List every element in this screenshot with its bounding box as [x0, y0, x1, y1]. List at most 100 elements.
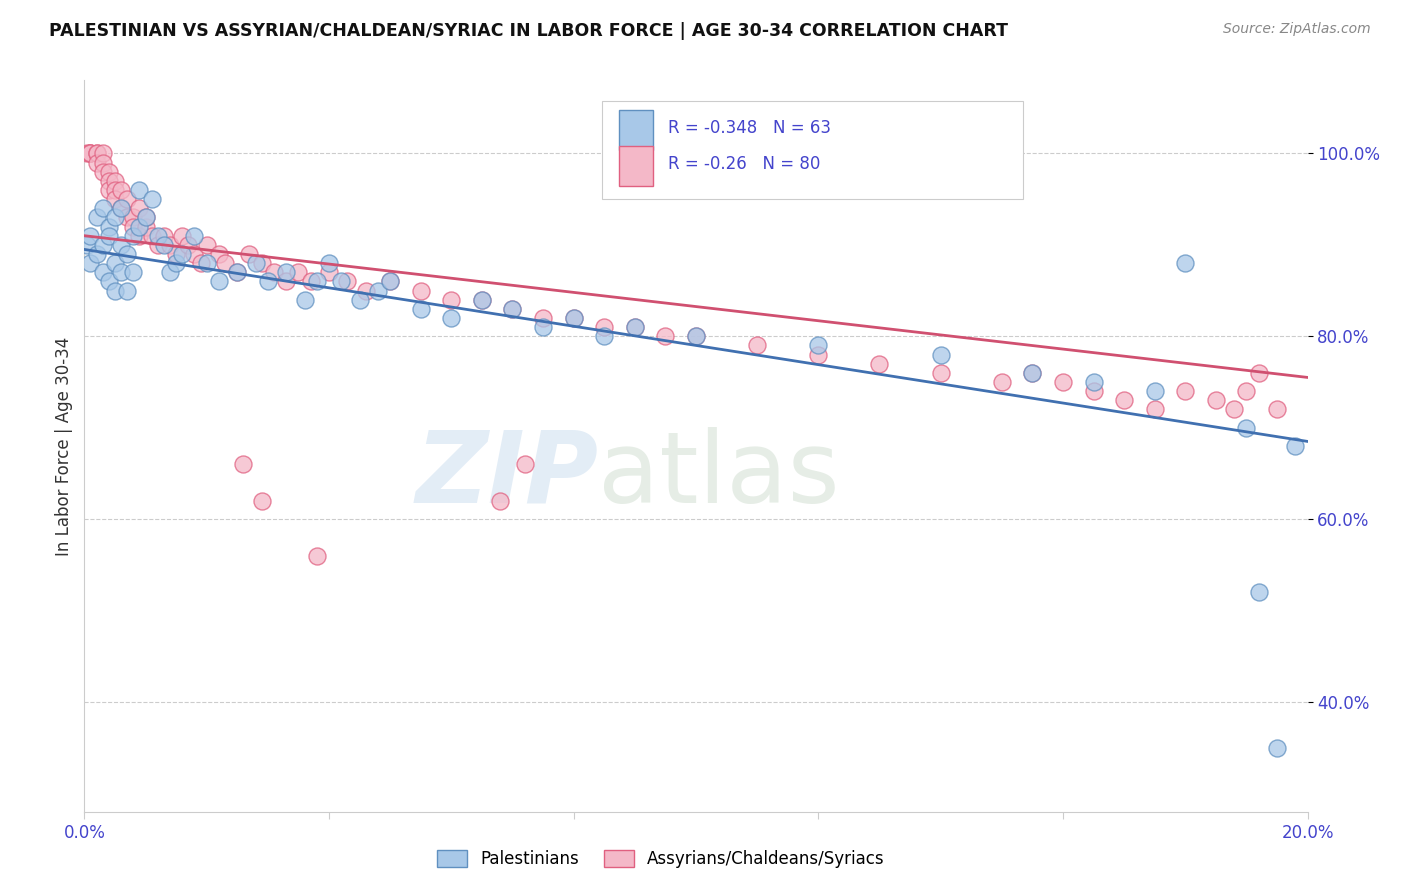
Point	[165, 247, 187, 261]
Point	[79, 146, 101, 161]
Point	[104, 183, 127, 197]
Point	[122, 219, 145, 234]
Point	[440, 293, 463, 307]
Point	[1236, 421, 1258, 435]
Point	[593, 329, 616, 343]
Point	[115, 192, 138, 206]
Text: ZIP: ZIP	[415, 426, 598, 524]
Point	[440, 311, 463, 326]
Point	[153, 237, 176, 252]
Legend: Palestinians, Assyrians/Chaldeans/Syriacs: Palestinians, Assyrians/Chaldeans/Syriac…	[430, 843, 891, 875]
Point	[86, 146, 108, 161]
Point	[115, 247, 138, 261]
Point	[183, 247, 205, 261]
Point	[1247, 585, 1270, 599]
Point	[97, 164, 120, 178]
Point	[869, 357, 891, 371]
Point	[685, 329, 707, 343]
Point	[318, 256, 340, 270]
Point	[86, 146, 108, 161]
Text: Source: ZipAtlas.com: Source: ZipAtlas.com	[1223, 22, 1371, 37]
Point	[250, 256, 273, 270]
Point	[122, 265, 145, 279]
Point	[141, 228, 163, 243]
Point	[1021, 366, 1043, 380]
Point	[747, 338, 769, 352]
Y-axis label: In Labor Force | Age 30-34: In Labor Force | Age 30-34	[55, 336, 73, 556]
Point	[208, 275, 231, 289]
Point	[76, 146, 98, 161]
Point	[654, 329, 676, 343]
Point	[276, 275, 298, 289]
Point	[226, 265, 249, 279]
Point	[593, 320, 616, 334]
Point	[263, 265, 285, 279]
Point	[1174, 256, 1197, 270]
Point	[110, 237, 132, 252]
Point	[91, 146, 114, 161]
Point	[354, 284, 377, 298]
Point	[299, 275, 322, 289]
Point	[86, 247, 108, 261]
Point	[159, 265, 181, 279]
Point	[135, 211, 157, 225]
Text: PALESTINIAN VS ASSYRIAN/CHALDEAN/SYRIAC IN LABOR FORCE | AGE 30-34 CORRELATION C: PALESTINIAN VS ASSYRIAN/CHALDEAN/SYRIAC …	[49, 22, 1008, 40]
Point	[91, 164, 114, 178]
Point	[97, 275, 120, 289]
Point	[471, 293, 494, 307]
Point	[1223, 402, 1246, 417]
Point	[1052, 375, 1074, 389]
Point	[562, 311, 585, 326]
Point	[214, 256, 236, 270]
Point	[79, 146, 101, 161]
FancyBboxPatch shape	[619, 110, 654, 150]
Point	[146, 228, 169, 243]
Point	[195, 237, 218, 252]
Point	[257, 275, 280, 289]
Point	[115, 211, 138, 225]
Point	[929, 366, 952, 380]
Point	[502, 301, 524, 316]
Point	[380, 275, 402, 289]
Point	[104, 174, 127, 188]
Point	[128, 202, 150, 216]
Point	[807, 347, 830, 362]
Point	[86, 155, 108, 169]
Point	[79, 146, 101, 161]
Point	[128, 183, 150, 197]
Point	[531, 320, 554, 334]
Point	[991, 375, 1014, 389]
Point	[409, 284, 432, 298]
Point	[513, 457, 536, 471]
Point	[531, 311, 554, 326]
Point	[1143, 402, 1166, 417]
Point	[367, 284, 389, 298]
Point	[624, 320, 647, 334]
Point	[1265, 740, 1288, 755]
Point	[1236, 384, 1258, 399]
Point	[91, 202, 114, 216]
Text: R = -0.348   N = 63: R = -0.348 N = 63	[668, 119, 831, 136]
Point	[305, 549, 328, 563]
Point	[1083, 384, 1105, 399]
Point	[97, 183, 120, 197]
Point	[305, 275, 328, 289]
Point	[238, 247, 260, 261]
Point	[929, 347, 952, 362]
Point	[1143, 384, 1166, 399]
Text: R = -0.26   N = 80: R = -0.26 N = 80	[668, 155, 820, 173]
FancyBboxPatch shape	[602, 101, 1022, 199]
Point	[177, 237, 200, 252]
Point	[318, 265, 340, 279]
Point	[208, 247, 231, 261]
Point	[135, 219, 157, 234]
Point	[91, 237, 114, 252]
Point	[165, 256, 187, 270]
Point	[122, 211, 145, 225]
Point	[380, 275, 402, 289]
Point	[1083, 375, 1105, 389]
Point	[104, 256, 127, 270]
Point	[110, 183, 132, 197]
Point	[141, 192, 163, 206]
Point	[110, 202, 132, 216]
